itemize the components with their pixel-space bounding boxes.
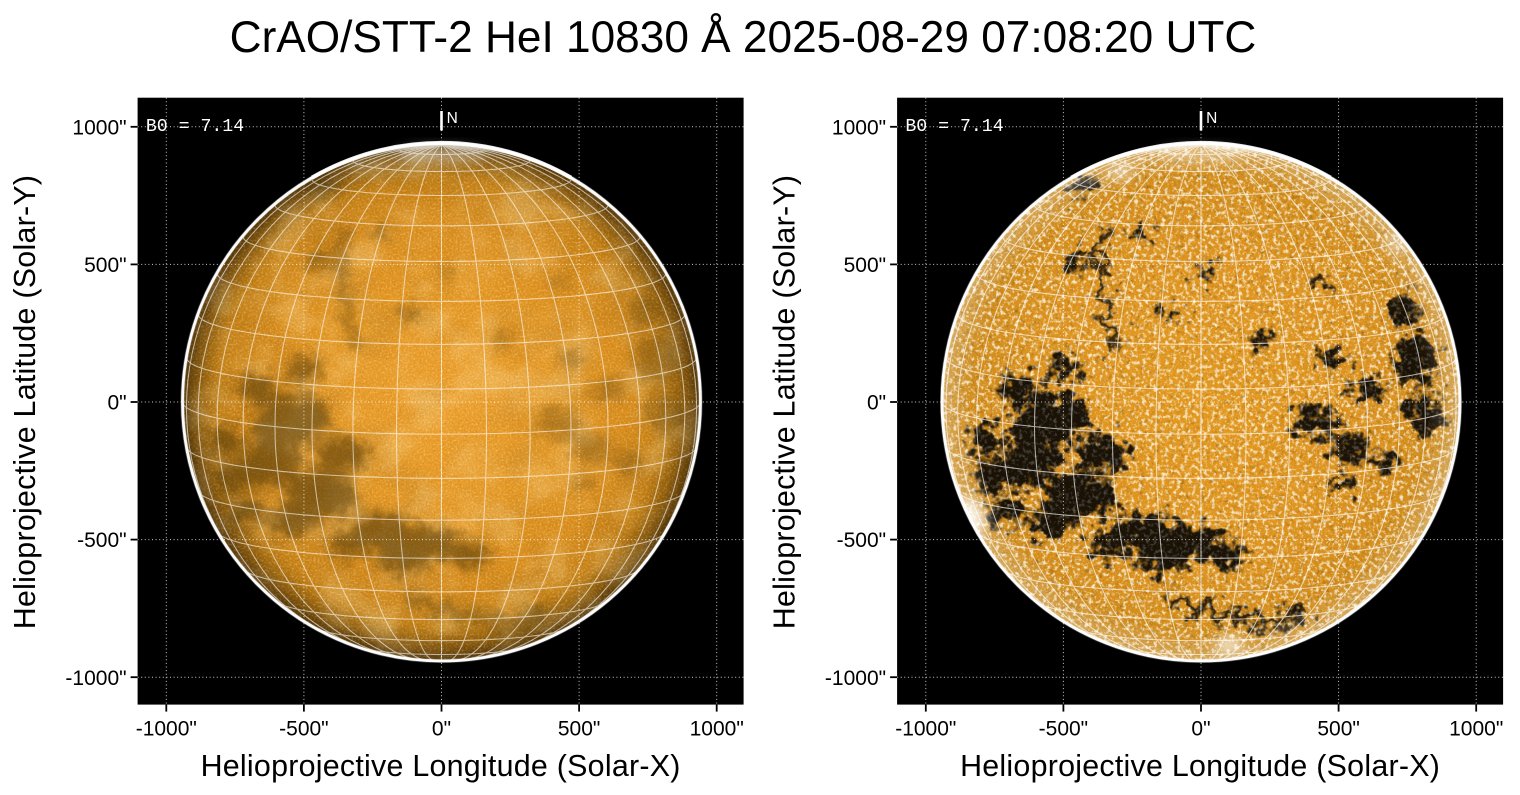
svg-text:0": 0": [867, 392, 886, 415]
svg-text:-1000": -1000": [895, 718, 956, 741]
svg-text:500": 500": [844, 254, 887, 277]
svg-text:-1000": -1000": [136, 718, 197, 741]
svg-text:-500": -500": [1039, 718, 1089, 741]
svg-text:-500": -500": [77, 529, 127, 552]
svg-text:-500": -500": [279, 718, 329, 741]
svg-text:500": 500": [84, 254, 127, 277]
svg-text:B0 = 7.14: B0 = 7.14: [146, 117, 244, 137]
svg-text:1000": 1000": [1449, 718, 1503, 741]
svg-text:1000": 1000": [72, 116, 126, 139]
svg-text:Helioprojective Longitude (Sol: Helioprojective Longitude (Solar-X): [201, 749, 681, 783]
svg-text:Helioprojective Latitude (Sola: Helioprojective Latitude (Solar-Y): [767, 175, 801, 629]
svg-text:-1000": -1000": [65, 667, 126, 690]
svg-text:CrAO/STT-2 HeI 10830 Å 2025-08: CrAO/STT-2 HeI 10830 Å 2025-08-29 07:08:…: [230, 13, 1257, 62]
svg-text:500": 500": [558, 718, 601, 741]
svg-text:500": 500": [1317, 718, 1360, 741]
svg-text:Helioprojective Longitude (Sol: Helioprojective Longitude (Solar-X): [960, 749, 1440, 783]
svg-text:Helioprojective Latitude (Sola: Helioprojective Latitude (Solar-Y): [8, 175, 42, 629]
svg-text:0": 0": [107, 392, 126, 415]
svg-text:1000": 1000": [832, 116, 886, 139]
svg-text:-500": -500": [837, 529, 887, 552]
svg-text:0": 0": [432, 718, 451, 741]
svg-text:B0 = 7.14: B0 = 7.14: [905, 117, 1003, 137]
svg-text:N: N: [447, 110, 458, 127]
svg-text:N: N: [1206, 110, 1217, 127]
svg-text:0": 0": [1191, 718, 1210, 741]
svg-text:1000": 1000": [690, 718, 744, 741]
svg-text:-1000": -1000": [825, 667, 886, 690]
